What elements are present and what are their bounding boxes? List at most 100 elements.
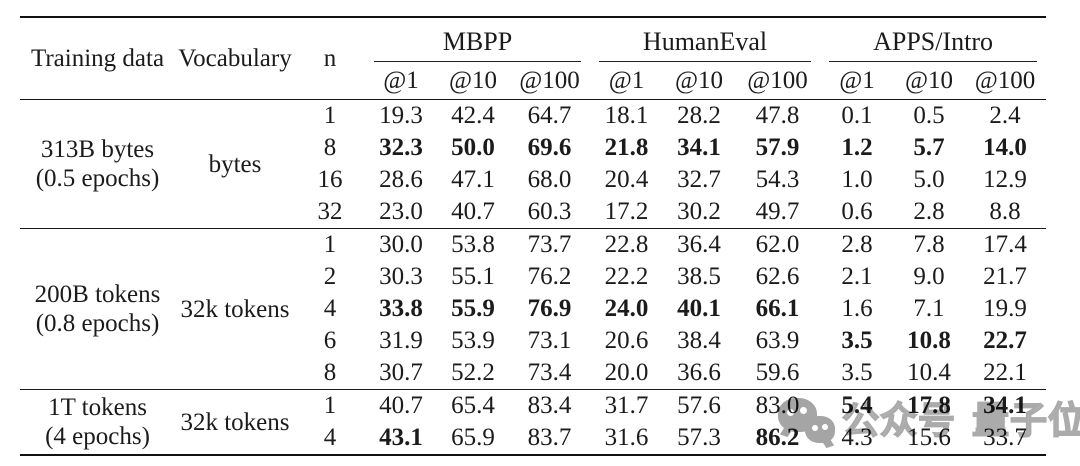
header-mbpp-at100: @100 [519, 66, 580, 94]
value-cell: 10.4 [907, 359, 951, 386]
value-cell: 28.6 [379, 166, 423, 193]
value-cell: 53.8 [437, 228, 509, 261]
header-mbpp-at10: @10 [448, 66, 498, 94]
table-row: 2 30.3 55.1 76.2 22.2 38.5 62.6 2.1 9.0 21.7 [20, 261, 1046, 293]
table-row: 6 31.9 53.9 73.1 20.6 38.4 63.9 3.5 10.8 22.7 [20, 325, 1046, 357]
header-training-data: Training data [30, 44, 165, 72]
value-cell: 60.3 [527, 198, 572, 225]
value-cell: 30.0 [365, 228, 437, 261]
results-table: Training data Vocabulary n MBPP HumanEva… [20, 16, 1047, 456]
header-humaneval-at10: @10 [675, 66, 724, 94]
value-cell: 2.4 [989, 102, 1021, 129]
value-cell: 2.8 [820, 228, 895, 261]
value-cell: 17.8 [894, 389, 965, 422]
value-cell: 66.1 [755, 295, 800, 322]
value-cell: 7.1 [913, 295, 945, 322]
value-cell: 64.7 [527, 102, 572, 129]
value-cell: 8.8 [989, 198, 1021, 225]
table-row: 1T tokens (4 epochs) 32k tokens 1 40.7 65.4 83… [20, 389, 1047, 455]
value-cell: 0.5 [913, 102, 945, 129]
value-cell: 86.2 [755, 424, 800, 451]
value-cell: 83.7 [527, 424, 572, 451]
table-row: 16 28.6 47.1 68.0 20.4 32.7 54.3 1.0 5.0 12.9 [20, 164, 1046, 196]
table-row: 200B tokens (0.8 epochs) 32k tokens 1 30.0 53… [20, 228, 1047, 390]
n-cell: 1 [295, 389, 365, 422]
value-cell: 31.9 [379, 327, 423, 354]
training-data-cell: 313B bytes (0.5 epochs) [20, 100, 175, 229]
value-cell: 21.8 [604, 134, 649, 161]
value-cell: 22.2 [604, 263, 649, 290]
table-row: 32 23.0 40.7 60.3 17.2 30.2 49.7 0.6 2.8 8.8 [20, 196, 1046, 229]
value-cell: 0.1 [841, 102, 873, 129]
value-cell: 2.8 [913, 198, 945, 225]
value-cell: 32.3 [379, 134, 423, 161]
header-vocabulary: Vocabulary [178, 44, 292, 72]
value-cell: 22.8 [590, 228, 664, 261]
value-cell: 53.9 [451, 327, 495, 354]
header-group-apps-intro: APPS/Intro [820, 17, 1046, 62]
n-cell: 1 [295, 228, 365, 261]
value-cell: 65.4 [437, 389, 509, 422]
value-cell: 7.8 [894, 228, 965, 261]
value-cell: 57.6 [663, 389, 736, 422]
value-cell: 22.1 [983, 359, 1027, 386]
vocabulary-cell: 32k tokens [175, 228, 295, 390]
value-cell: 34.1 [964, 389, 1047, 422]
value-cell: 62.0 [735, 228, 821, 261]
n-cell: 1 [323, 102, 337, 129]
value-cell: 52.2 [451, 359, 495, 386]
vocabulary-cell: bytes [208, 150, 262, 178]
value-cell: 68.0 [527, 166, 572, 193]
value-cell: 31.7 [590, 389, 664, 422]
value-cell: 57.3 [677, 424, 721, 451]
value-cell: 20.4 [604, 166, 649, 193]
header-group-mbpp: MBPP [365, 17, 590, 62]
value-cell: 32.7 [677, 166, 721, 193]
n-cell: 4 [323, 424, 337, 451]
value-cell: 5.7 [913, 134, 945, 161]
header-n: n [323, 44, 337, 72]
value-cell: 38.4 [677, 327, 721, 354]
value-cell: 36.6 [677, 359, 721, 386]
value-cell: 18.1 [604, 102, 649, 129]
value-cell: 57.9 [755, 134, 800, 161]
value-cell: 12.9 [983, 166, 1027, 193]
value-cell: 65.9 [451, 424, 495, 451]
value-cell: 1.0 [841, 166, 873, 193]
value-cell: 55.9 [451, 295, 495, 322]
table-row: 8 30.7 52.2 73.4 20.0 36.6 59.6 3.5 10.4 22.1 [20, 357, 1046, 390]
value-cell: 19.9 [983, 295, 1027, 322]
value-cell: 31.6 [604, 424, 649, 451]
results-table-body: 313B bytes (0.5 epochs) bytes 1 19.3 42.4 64.7… [20, 100, 1047, 455]
value-cell: 69.6 [527, 134, 572, 161]
value-cell: 23.0 [379, 198, 423, 225]
vocabulary-cell: 32k tokens [175, 389, 295, 455]
value-cell: 73.1 [527, 327, 572, 354]
value-cell: 62.6 [755, 263, 800, 290]
training-data-line1: 313B bytes [40, 136, 155, 163]
value-cell: 0.6 [841, 198, 873, 225]
value-cell: 73.4 [527, 359, 572, 386]
value-cell: 22.7 [983, 327, 1027, 354]
value-cell: 1.6 [841, 295, 873, 322]
value-cell: 73.7 [509, 228, 591, 261]
value-cell: 38.5 [677, 263, 721, 290]
n-cell: 2 [323, 263, 337, 290]
header-mbpp-at1: @1 [383, 66, 419, 94]
value-cell: 59.6 [755, 359, 800, 386]
n-cell: 16 [317, 166, 343, 193]
training-data-line2: (0.5 epochs) [35, 165, 160, 192]
value-cell: 76.9 [527, 295, 572, 322]
value-cell: 10.8 [907, 327, 951, 354]
value-cell: 33.8 [379, 295, 423, 322]
value-cell: 40.1 [677, 295, 721, 322]
training-data-line2: (0.8 epochs) [35, 310, 160, 337]
training-data-line1: 1T tokens [48, 394, 147, 421]
value-cell: 36.4 [663, 228, 736, 261]
header-humaneval-at1: @1 [608, 66, 645, 94]
table-row: 4 33.8 55.9 76.9 24.0 40.1 66.1 1.6 7.1 19.9 [20, 293, 1046, 325]
value-cell: 76.2 [527, 263, 572, 290]
value-cell: 20.0 [604, 359, 649, 386]
value-cell: 83.4 [509, 389, 591, 422]
value-cell: 9.0 [913, 263, 945, 290]
